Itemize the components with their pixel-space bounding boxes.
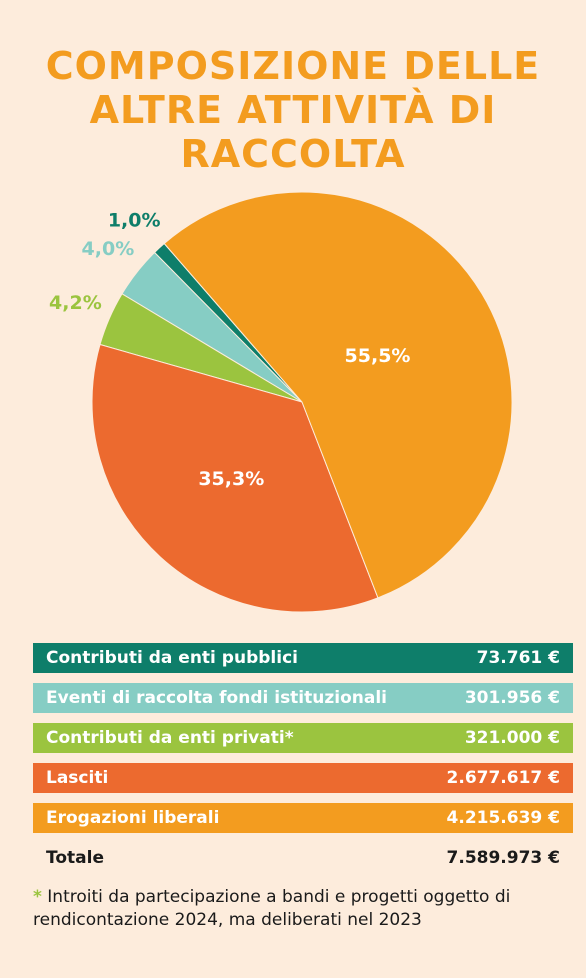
legend-row: Eventi di raccolta fondi istituzionali 30… [33,683,573,713]
row-amount: 73.761 € [476,648,560,668]
total-label: Totale [46,848,104,868]
row-label: Contributi da enti pubblici [46,648,298,668]
row-amount: 2.677.617 € [446,768,560,788]
pie-slice [91,343,379,613]
slice-label: 35,3% [198,468,264,490]
row-label: Contributi da enti privati* [46,728,294,748]
row-label: Eventi di raccolta fondi istituzionali [46,688,387,708]
footnote-mark: * [33,887,42,907]
pie-slice [163,191,513,599]
legend-row: Contributi da enti pubblici 73.761 € [33,643,573,673]
row-amount: 301.956 € [464,688,560,708]
pie-chart: 1,0% 4,0% 4,2% 35,3% 55,5% [49,191,513,613]
slice-label: 4,2% [49,292,102,314]
total-amount: 7.589.973 € [446,848,560,868]
row-label: Lasciti [46,768,109,788]
row-amount: 321.000 € [464,728,560,748]
legend-row: Lasciti 2.677.617 € [33,763,573,793]
row-amount: 4.215.639 € [446,808,560,828]
footnote-text: Introiti da partecipazione a bandi e pro… [33,887,511,930]
total-row: Totale 7.589.973 € [33,843,573,873]
legend-row: Erogazioni liberali 4.215.639 € [33,803,573,833]
slice-label: 1,0% [108,209,161,231]
chart-title: COMPOSIZIONE DELLE ALTRE ATTIVITÀ DI RAC… [45,44,541,176]
legend-row: Contributi da enti privati* 321.000 € [33,723,573,753]
slice-label: 55,5% [345,345,411,367]
legend-table: Contributi da enti pubblici 73.761 € Event… [33,643,573,883]
slice-label: 4,0% [82,238,135,260]
row-label: Erogazioni liberali [46,808,220,828]
footnote: * Introiti da partecipazione a bandi e p… [33,886,533,932]
